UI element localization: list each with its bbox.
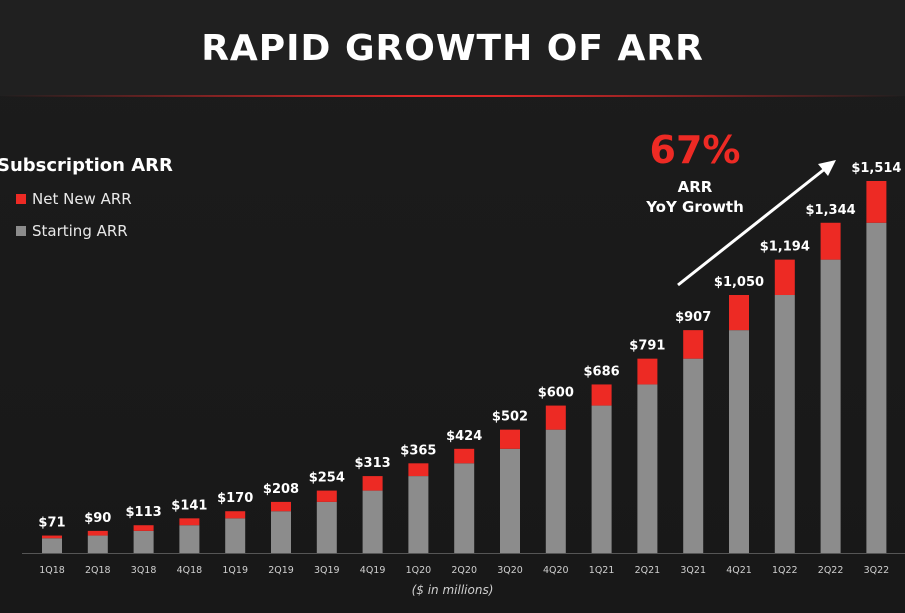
data-label: $791 (629, 339, 665, 354)
x-tick-label: 1Q20 (406, 565, 432, 576)
data-label: $208 (263, 482, 299, 497)
x-tick-label: 3Q22 (864, 565, 890, 576)
bar-starting-arr (42, 538, 62, 553)
x-tick-label: 2Q19 (268, 565, 294, 576)
data-label: $600 (538, 386, 574, 401)
bar-net-new-arr (820, 222, 841, 260)
data-label: $1,514 (851, 161, 901, 176)
growth-label-line1: ARR (677, 178, 713, 196)
bar-starting-arr (316, 501, 337, 553)
bar-net-new-arr (42, 535, 62, 539)
legend-label-starting: Starting ARR (32, 222, 128, 240)
bar-starting-arr (408, 476, 429, 553)
x-tick-label: 2Q21 (635, 565, 661, 576)
x-tick-label: 4Q21 (726, 565, 752, 576)
data-label: $1,050 (714, 275, 764, 290)
bar-net-new-arr (408, 463, 429, 477)
bar-net-new-arr (87, 530, 108, 536)
data-label: $1,344 (806, 203, 856, 218)
bar-net-new-arr (545, 405, 566, 430)
data-label: $1,194 (760, 240, 810, 255)
bar-net-new-arr (133, 525, 154, 531)
x-tick-label: 1Q19 (222, 565, 248, 576)
bar-net-new-arr (774, 259, 795, 296)
unit-note: ($ in millions) (411, 583, 494, 597)
legend-title: Subscription ARR (0, 155, 173, 176)
bar-net-new-arr (637, 358, 658, 385)
data-label: $502 (492, 410, 528, 425)
legend-swatch-starting (16, 226, 26, 236)
x-tick-label: 1Q18 (39, 565, 65, 576)
x-tick-label: 4Q18 (177, 565, 203, 576)
x-tick-label: 4Q19 (360, 565, 386, 576)
bar-net-new-arr (271, 501, 291, 512)
data-label: $71 (38, 516, 65, 531)
bar-net-new-arr (591, 384, 612, 406)
trend-arrow-head (818, 160, 836, 176)
header-band (0, 0, 905, 96)
data-label: $170 (217, 491, 253, 506)
bar-net-new-arr (683, 330, 704, 359)
bar-starting-arr (683, 358, 704, 553)
title-divider (0, 95, 905, 97)
bar-net-new-arr (729, 295, 749, 331)
data-label: $424 (446, 429, 482, 444)
data-label: $254 (309, 471, 345, 486)
data-label: $90 (84, 511, 111, 526)
legend-item-net-new: Net New ARR (16, 190, 132, 208)
x-tick-label: 2Q20 (451, 565, 477, 576)
trend-arrow-line (677, 166, 827, 287)
data-label: $686 (584, 364, 620, 379)
growth-label-line2: YoY Growth (646, 198, 744, 216)
bar-net-new-arr (316, 490, 337, 502)
bar-starting-arr (454, 463, 475, 553)
x-tick-label: 4Q20 (543, 565, 569, 576)
bar-net-new-arr (500, 429, 520, 449)
legend-item-starting: Starting ARR (16, 222, 128, 240)
bar-net-new-arr (454, 448, 475, 464)
x-tick-label: 2Q18 (85, 565, 111, 576)
bar-starting-arr (729, 330, 749, 553)
bar-starting-arr (179, 525, 200, 553)
bar-starting-arr (225, 518, 246, 553)
page-title: RAPID GROWTH OF ARR (201, 28, 704, 69)
bar-net-new-arr (362, 476, 383, 491)
x-tick-label: 3Q20 (497, 565, 523, 576)
bar-starting-arr (87, 535, 108, 553)
legend-swatch-net-new (16, 194, 26, 204)
x-tick-label: 1Q22 (772, 565, 798, 576)
bar-starting-arr (637, 384, 658, 553)
bar-starting-arr (774, 295, 795, 553)
data-label: $113 (126, 505, 162, 520)
bar-net-new-arr (179, 518, 200, 526)
bar-starting-arr (591, 405, 612, 553)
x-tick-label: 2Q22 (818, 565, 844, 576)
bar-starting-arr (362, 490, 383, 553)
data-label: $907 (675, 310, 711, 325)
x-tick-label: 3Q21 (680, 565, 706, 576)
legend-label-net-new: Net New ARR (32, 190, 132, 208)
bar-starting-arr (545, 429, 566, 553)
bar-starting-arr (500, 448, 520, 553)
bar-starting-arr (866, 222, 887, 553)
bar-starting-arr (820, 259, 841, 553)
bar-net-new-arr (225, 511, 246, 519)
x-tick-label: 3Q18 (131, 565, 157, 576)
bar-net-new-arr (866, 181, 887, 223)
x-tick-label: 1Q21 (589, 565, 615, 576)
data-label: $141 (171, 498, 207, 513)
data-label: $313 (355, 456, 391, 471)
bar-starting-arr (271, 511, 291, 553)
bar-starting-arr (133, 530, 154, 553)
x-tick-label: 3Q19 (314, 565, 340, 576)
growth-percentage: 67% (649, 128, 741, 172)
data-label: $365 (400, 443, 436, 458)
